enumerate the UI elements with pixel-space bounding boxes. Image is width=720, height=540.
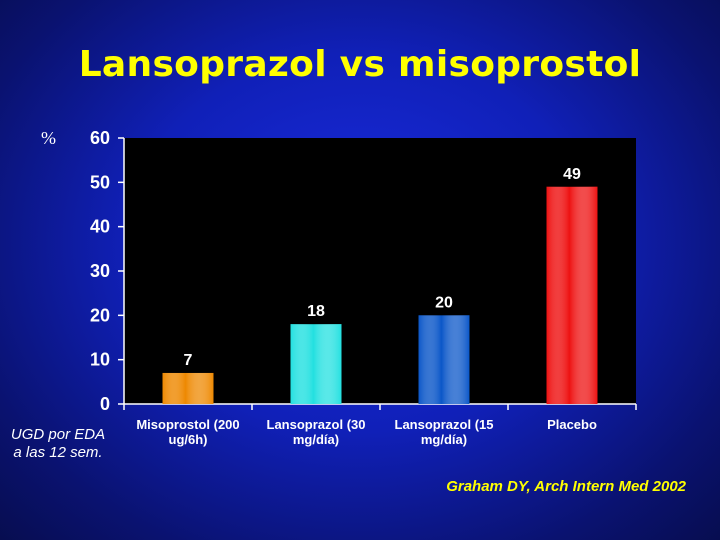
y-tick-label: 20 (90, 305, 110, 325)
data-label: 7 (184, 352, 193, 369)
x-tick-label-box: Misoprostol (200 ug/6h) (136, 417, 240, 447)
source-citation: Graham DY, Arch Intern Med 2002 (446, 478, 686, 495)
x-tick-label: Misoprostol (200 ug/6h) (136, 417, 240, 447)
x-tick-label: Lansoprazol (15 mg/día) (394, 417, 494, 447)
y-tick-label: 50 (90, 172, 110, 192)
bar-shading (290, 324, 342, 404)
x-tick-label-box: Placebo (547, 417, 597, 432)
x-tick-label: Placebo (547, 417, 597, 432)
y-tick-label: 0 (100, 394, 110, 414)
bar-shading (162, 372, 214, 404)
y-tick-label: 40 (90, 217, 110, 237)
data-label: 49 (563, 166, 581, 183)
y-tick-label: 60 (90, 128, 110, 148)
x-tick-label-box: Lansoprazol (15 mg/día) (394, 417, 494, 447)
data-label: 20 (435, 294, 453, 311)
chart-note: UGD por EDA a las 12 sem. (10, 426, 106, 461)
slide-title: Lansoprazol vs misoprostol (78, 44, 642, 85)
y-tick-label: 30 (90, 261, 110, 281)
bar-shading (418, 315, 470, 404)
y-axis-label: % (41, 128, 56, 148)
bar-shading (546, 186, 598, 404)
x-tick-label-box: Lansoprazol (30 mg/día) (266, 417, 366, 447)
data-label: 18 (307, 303, 325, 320)
x-tick-label: Lansoprazol (30 mg/día) (266, 417, 366, 447)
y-tick-label: 10 (90, 350, 110, 370)
